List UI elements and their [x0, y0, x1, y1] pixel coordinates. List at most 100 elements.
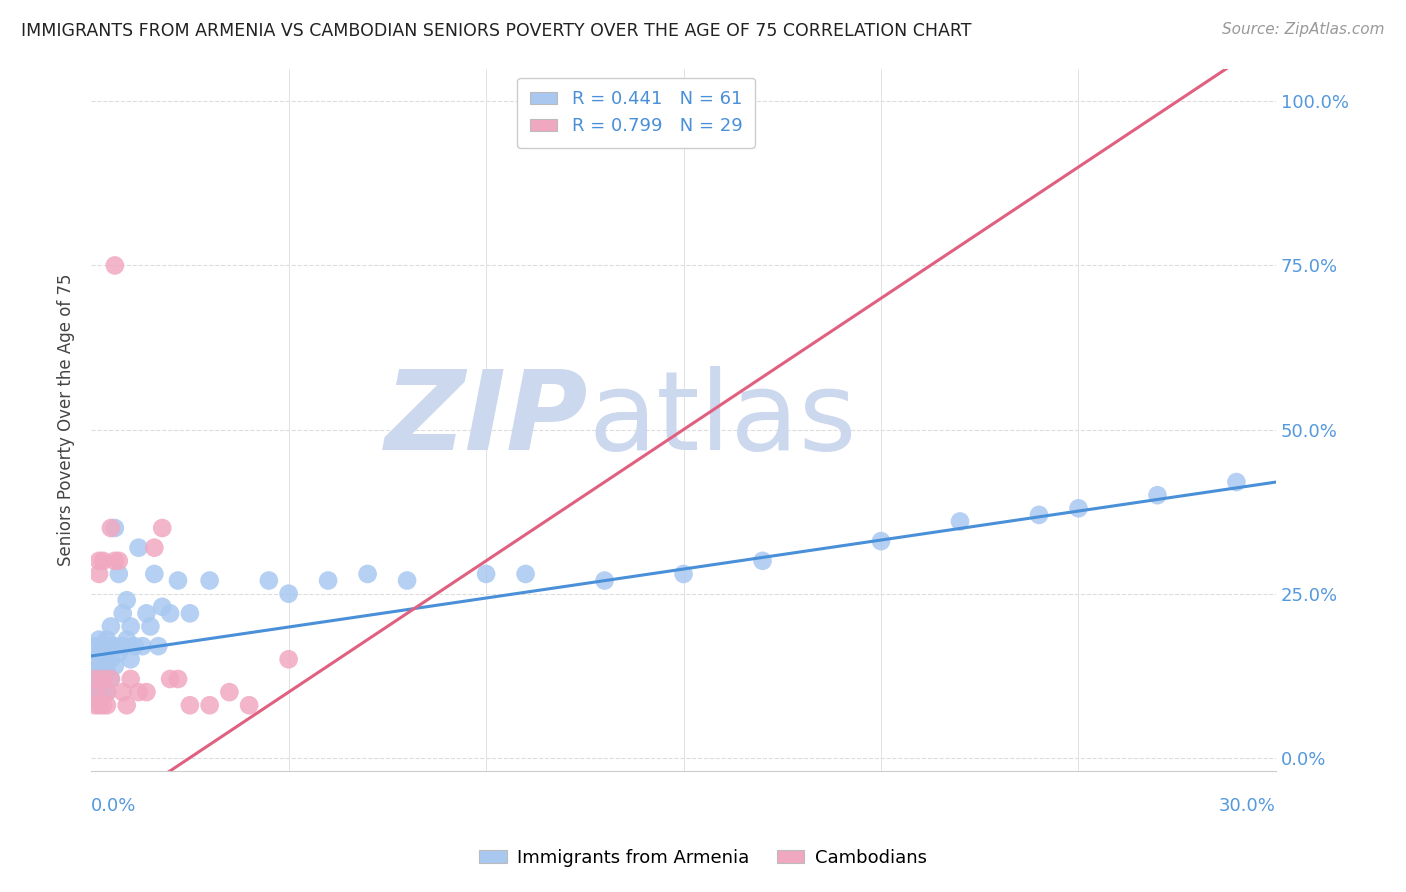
Point: [100, 639, 122, 653]
Point: [148, 639, 170, 653]
Point: [128, 685, 150, 699]
Point: [100, 521, 122, 535]
Point: [139, 619, 162, 633]
Point: [96, 665, 118, 680]
Point: [104, 521, 127, 535]
Point: [104, 639, 127, 653]
Point: [135, 685, 157, 699]
Point: [91, 554, 114, 568]
Point: [120, 652, 142, 666]
Point: [672, 566, 695, 581]
Point: [104, 259, 127, 273]
Point: [150, 521, 173, 535]
Point: [1146, 488, 1168, 502]
Point: [135, 607, 157, 621]
Point: [111, 685, 134, 699]
Point: [198, 574, 221, 588]
Point: [91, 646, 114, 660]
Point: [91, 698, 114, 713]
Point: [870, 534, 893, 549]
Point: [91, 672, 114, 686]
Point: [751, 554, 773, 568]
Point: [91, 685, 114, 699]
Point: [96, 632, 118, 647]
Point: [100, 672, 122, 686]
Y-axis label: Seniors Poverty Over the Age of 75: Seniors Poverty Over the Age of 75: [58, 274, 75, 566]
Point: [143, 566, 166, 581]
Point: [131, 639, 153, 653]
Point: [91, 679, 114, 693]
Point: [96, 685, 118, 699]
Point: [159, 672, 181, 686]
Point: [87, 554, 110, 568]
Point: [100, 652, 122, 666]
Point: [115, 698, 138, 713]
Point: [396, 574, 419, 588]
Point: [277, 652, 299, 666]
Point: [179, 698, 201, 713]
Point: [100, 619, 122, 633]
Point: [84, 698, 107, 713]
Text: atlas: atlas: [589, 367, 858, 473]
Legend: Immigrants from Armenia, Cambodians: Immigrants from Armenia, Cambodians: [472, 842, 934, 874]
Point: [104, 658, 127, 673]
Point: [96, 698, 118, 713]
Point: [84, 652, 107, 666]
Point: [238, 698, 260, 713]
Point: [87, 658, 110, 673]
Point: [949, 515, 972, 529]
Point: [1225, 475, 1247, 489]
Point: [115, 632, 138, 647]
Point: [475, 566, 498, 581]
Point: [120, 619, 142, 633]
Point: [120, 672, 142, 686]
Point: [87, 566, 110, 581]
Point: [84, 672, 107, 686]
Point: [124, 639, 146, 653]
Point: [1067, 501, 1090, 516]
Point: [218, 685, 240, 699]
Point: [115, 593, 138, 607]
Point: [104, 554, 127, 568]
Text: 30.0%: 30.0%: [1219, 797, 1277, 815]
Point: [87, 698, 110, 713]
Point: [198, 698, 221, 713]
Point: [87, 672, 110, 686]
Text: IMMIGRANTS FROM ARMENIA VS CAMBODIAN SENIORS POVERTY OVER THE AGE OF 75 CORRELAT: IMMIGRANTS FROM ARMENIA VS CAMBODIAN SEN…: [21, 22, 972, 40]
Point: [179, 607, 201, 621]
Point: [91, 652, 114, 666]
Point: [277, 587, 299, 601]
Point: [96, 652, 118, 666]
Point: [1028, 508, 1050, 522]
Point: [87, 632, 110, 647]
Point: [87, 646, 110, 660]
Point: [111, 607, 134, 621]
Point: [143, 541, 166, 555]
Point: [100, 672, 122, 686]
Point: [159, 607, 181, 621]
Point: [87, 685, 110, 699]
Point: [84, 665, 107, 680]
Point: [84, 685, 107, 699]
Point: [91, 665, 114, 680]
Point: [107, 646, 129, 660]
Text: ZIP: ZIP: [385, 367, 589, 473]
Point: [107, 554, 129, 568]
Point: [257, 574, 280, 588]
Point: [150, 599, 173, 614]
Point: [316, 574, 339, 588]
Point: [111, 639, 134, 653]
Point: [84, 639, 107, 653]
Point: [167, 672, 190, 686]
Point: [167, 574, 190, 588]
Point: [84, 685, 107, 699]
Point: [107, 566, 129, 581]
Point: [128, 541, 150, 555]
Point: [515, 566, 537, 581]
Point: [96, 685, 118, 699]
Point: [593, 574, 616, 588]
Text: Source: ZipAtlas.com: Source: ZipAtlas.com: [1222, 22, 1385, 37]
Point: [356, 566, 378, 581]
Legend: R = 0.441   N = 61, R = 0.799   N = 29: R = 0.441 N = 61, R = 0.799 N = 29: [517, 78, 755, 148]
Text: 0.0%: 0.0%: [91, 797, 136, 815]
